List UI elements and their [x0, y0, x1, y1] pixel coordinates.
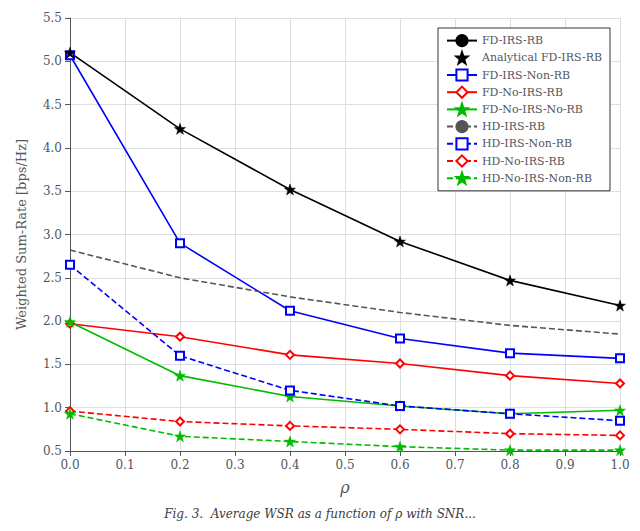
svg-text:HD-No-IRS-RB: HD-No-IRS-RB — [482, 155, 565, 168]
svg-text:0.2: 0.2 — [170, 458, 189, 472]
svg-text:4.5: 4.5 — [43, 98, 62, 112]
svg-text:0.3: 0.3 — [225, 458, 244, 472]
svg-text:FD-IRS-Non-RB: FD-IRS-Non-RB — [482, 69, 570, 82]
svg-text:0.7: 0.7 — [445, 458, 464, 472]
svg-text:0.9: 0.9 — [555, 458, 574, 472]
svg-text:1.0: 1.0 — [43, 401, 62, 415]
svg-text:ρ: ρ — [339, 478, 350, 497]
svg-text:0.5: 0.5 — [43, 444, 62, 458]
svg-text:3.0: 3.0 — [43, 228, 62, 242]
svg-text:FD-No-IRS-No-RB: FD-No-IRS-No-RB — [482, 103, 583, 116]
svg-text:Analytical FD-IRS-RB: Analytical FD-IRS-RB — [481, 51, 602, 64]
svg-text:HD-No-IRS-Non-RB: HD-No-IRS-Non-RB — [482, 172, 592, 185]
svg-text:1.0: 1.0 — [610, 458, 629, 472]
svg-text:0.6: 0.6 — [390, 458, 409, 472]
svg-text:0.1: 0.1 — [115, 458, 134, 472]
svg-text:HD-IRS-RB: HD-IRS-RB — [482, 120, 545, 133]
svg-text:2.0: 2.0 — [43, 314, 62, 328]
svg-text:5.5: 5.5 — [43, 11, 62, 25]
svg-text:Weighted Sum-Rate [bps/Hz]: Weighted Sum-Rate [bps/Hz] — [14, 139, 29, 330]
svg-text:Fig. 3. Average WSR as a func: Fig. 3. Average WSR as a function of ρ w… — [163, 507, 476, 521]
svg-text:FD-IRS-RB: FD-IRS-RB — [482, 34, 543, 47]
svg-text:3.5: 3.5 — [43, 184, 62, 198]
svg-text:4.0: 4.0 — [43, 141, 62, 155]
svg-text:1.5: 1.5 — [43, 357, 62, 371]
svg-text:0.8: 0.8 — [500, 458, 519, 472]
svg-text:0.5: 0.5 — [335, 458, 354, 472]
svg-text:2.5: 2.5 — [43, 271, 62, 285]
svg-text:0.0: 0.0 — [60, 458, 79, 472]
svg-text:5.0: 5.0 — [43, 54, 62, 68]
svg-text:HD-IRS-Non-RB: HD-IRS-Non-RB — [482, 137, 572, 150]
svg-text:FD-No-IRS-RB: FD-No-IRS-RB — [482, 86, 563, 99]
svg-text:0.4: 0.4 — [280, 458, 299, 472]
